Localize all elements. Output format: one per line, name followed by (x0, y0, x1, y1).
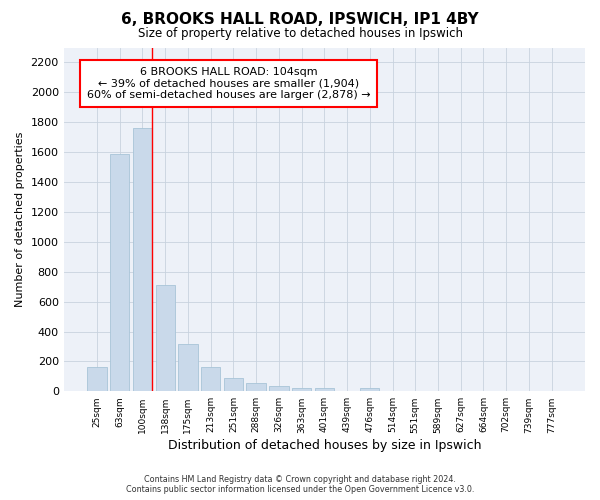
Bar (292, 388, 311, 392)
Bar (178, 344, 197, 392)
Bar (314, 388, 334, 392)
Bar (155, 285, 175, 392)
Text: Size of property relative to detached houses in Ipswich: Size of property relative to detached ho… (137, 28, 463, 40)
X-axis label: Distribution of detached houses by size in Ipswich: Distribution of detached houses by size … (167, 440, 481, 452)
Y-axis label: Number of detached properties: Number of detached properties (15, 132, 25, 307)
Bar (201, 368, 220, 392)
Bar (110, 154, 130, 392)
Bar (360, 388, 379, 392)
Bar (133, 128, 152, 392)
Text: 6 BROOKS HALL ROAD: 104sqm
← 39% of detached houses are smaller (1,904)
60% of s: 6 BROOKS HALL ROAD: 104sqm ← 39% of deta… (87, 67, 371, 100)
Bar (88, 368, 107, 392)
Bar (247, 383, 266, 392)
Text: 6, BROOKS HALL ROAD, IPSWICH, IP1 4BY: 6, BROOKS HALL ROAD, IPSWICH, IP1 4BY (121, 12, 479, 28)
Bar (224, 378, 243, 392)
Bar (269, 386, 289, 392)
Text: Contains HM Land Registry data © Crown copyright and database right 2024.
Contai: Contains HM Land Registry data © Crown c… (126, 474, 474, 494)
